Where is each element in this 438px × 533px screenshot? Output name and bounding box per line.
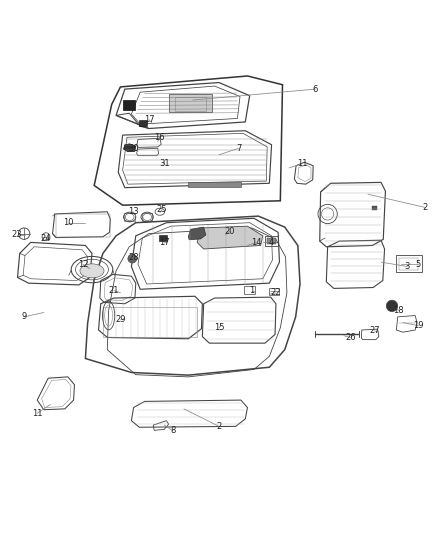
Text: 15: 15 (214, 324, 224, 332)
Bar (139, 120, 147, 126)
Ellipse shape (80, 264, 104, 278)
Text: 17: 17 (159, 238, 170, 247)
Bar (142, 213, 152, 221)
Text: 20: 20 (225, 227, 235, 236)
Text: 8: 8 (170, 426, 176, 435)
Text: 26: 26 (345, 333, 356, 342)
Text: 31: 31 (159, 159, 170, 168)
Text: 19: 19 (413, 321, 424, 330)
Text: 24: 24 (41, 233, 51, 243)
Polygon shape (197, 226, 263, 249)
Bar (169, 94, 212, 112)
Circle shape (128, 254, 137, 263)
Text: 10: 10 (63, 218, 73, 227)
Bar (56, 214, 110, 237)
Bar (265, 236, 278, 246)
Polygon shape (188, 227, 206, 240)
Text: 12: 12 (78, 260, 88, 269)
Text: 25: 25 (157, 205, 167, 214)
Text: 4: 4 (269, 238, 274, 247)
Bar (103, 307, 197, 336)
Bar (159, 235, 167, 241)
Text: 9: 9 (21, 312, 27, 321)
Bar (269, 287, 279, 295)
Bar (175, 98, 206, 110)
Text: 17: 17 (144, 115, 154, 124)
Bar (372, 206, 377, 209)
Text: 16: 16 (155, 133, 165, 142)
Bar (188, 182, 241, 187)
Text: 11: 11 (297, 159, 307, 168)
Bar (124, 213, 135, 221)
Bar (399, 258, 418, 270)
Text: 21: 21 (109, 286, 119, 295)
Text: 28: 28 (128, 253, 139, 262)
Text: 14: 14 (251, 238, 261, 247)
Text: 18: 18 (393, 306, 404, 315)
Text: 22: 22 (271, 288, 281, 297)
Polygon shape (124, 144, 136, 152)
Text: 6: 6 (313, 85, 318, 94)
Bar (123, 101, 135, 110)
Text: 23: 23 (11, 230, 22, 239)
Text: 2: 2 (422, 203, 427, 212)
Text: 1: 1 (249, 286, 254, 295)
Text: 5: 5 (416, 260, 421, 269)
Text: 27: 27 (369, 326, 380, 335)
Text: 7: 7 (236, 144, 241, 153)
Bar (267, 238, 276, 244)
Circle shape (386, 300, 398, 312)
Text: 3: 3 (405, 262, 410, 271)
Text: 30: 30 (128, 144, 139, 153)
Text: 13: 13 (128, 207, 139, 216)
Text: 11: 11 (32, 409, 42, 418)
Bar (396, 255, 422, 272)
Bar (244, 286, 255, 294)
Text: 29: 29 (115, 316, 126, 325)
Text: 2: 2 (216, 422, 222, 431)
